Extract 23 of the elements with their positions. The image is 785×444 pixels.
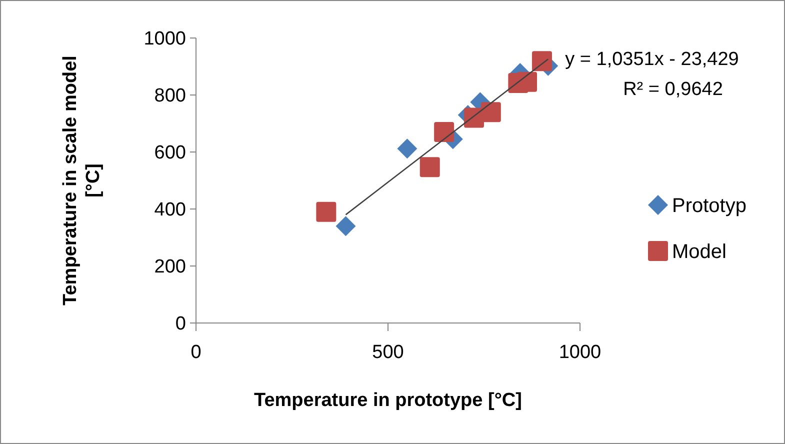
point: [480, 102, 501, 122]
text: R² = 0,9642: [623, 79, 723, 100]
annotation: y = 1,0351x - 23,429: [565, 49, 739, 70]
point: [434, 122, 454, 142]
point: [336, 216, 356, 236]
x-tick-label: 500: [372, 342, 404, 363]
point: [517, 72, 538, 92]
y-tick-label: 0: [175, 314, 186, 335]
y-tick-label: 400: [154, 200, 186, 221]
point: [420, 157, 440, 178]
y-tick-label: 600: [154, 142, 186, 164]
legend-label: Model: [672, 241, 726, 263]
x-tick-label: 0: [190, 342, 202, 363]
y-tick-label: 200: [154, 256, 186, 278]
y-tick-label: 1000: [144, 28, 186, 50]
y-tick-label: 800: [154, 86, 186, 107]
x-tick-label: 1000: [558, 342, 602, 363]
y-axis-title: Temperature in scale model [°C]: [60, 56, 104, 306]
point: [316, 202, 336, 222]
legend-label: Prototyp: [672, 195, 746, 217]
point: [397, 138, 418, 159]
point: [532, 51, 552, 72]
x-axis-title: Temperature in prototype [°C]: [254, 390, 522, 411]
